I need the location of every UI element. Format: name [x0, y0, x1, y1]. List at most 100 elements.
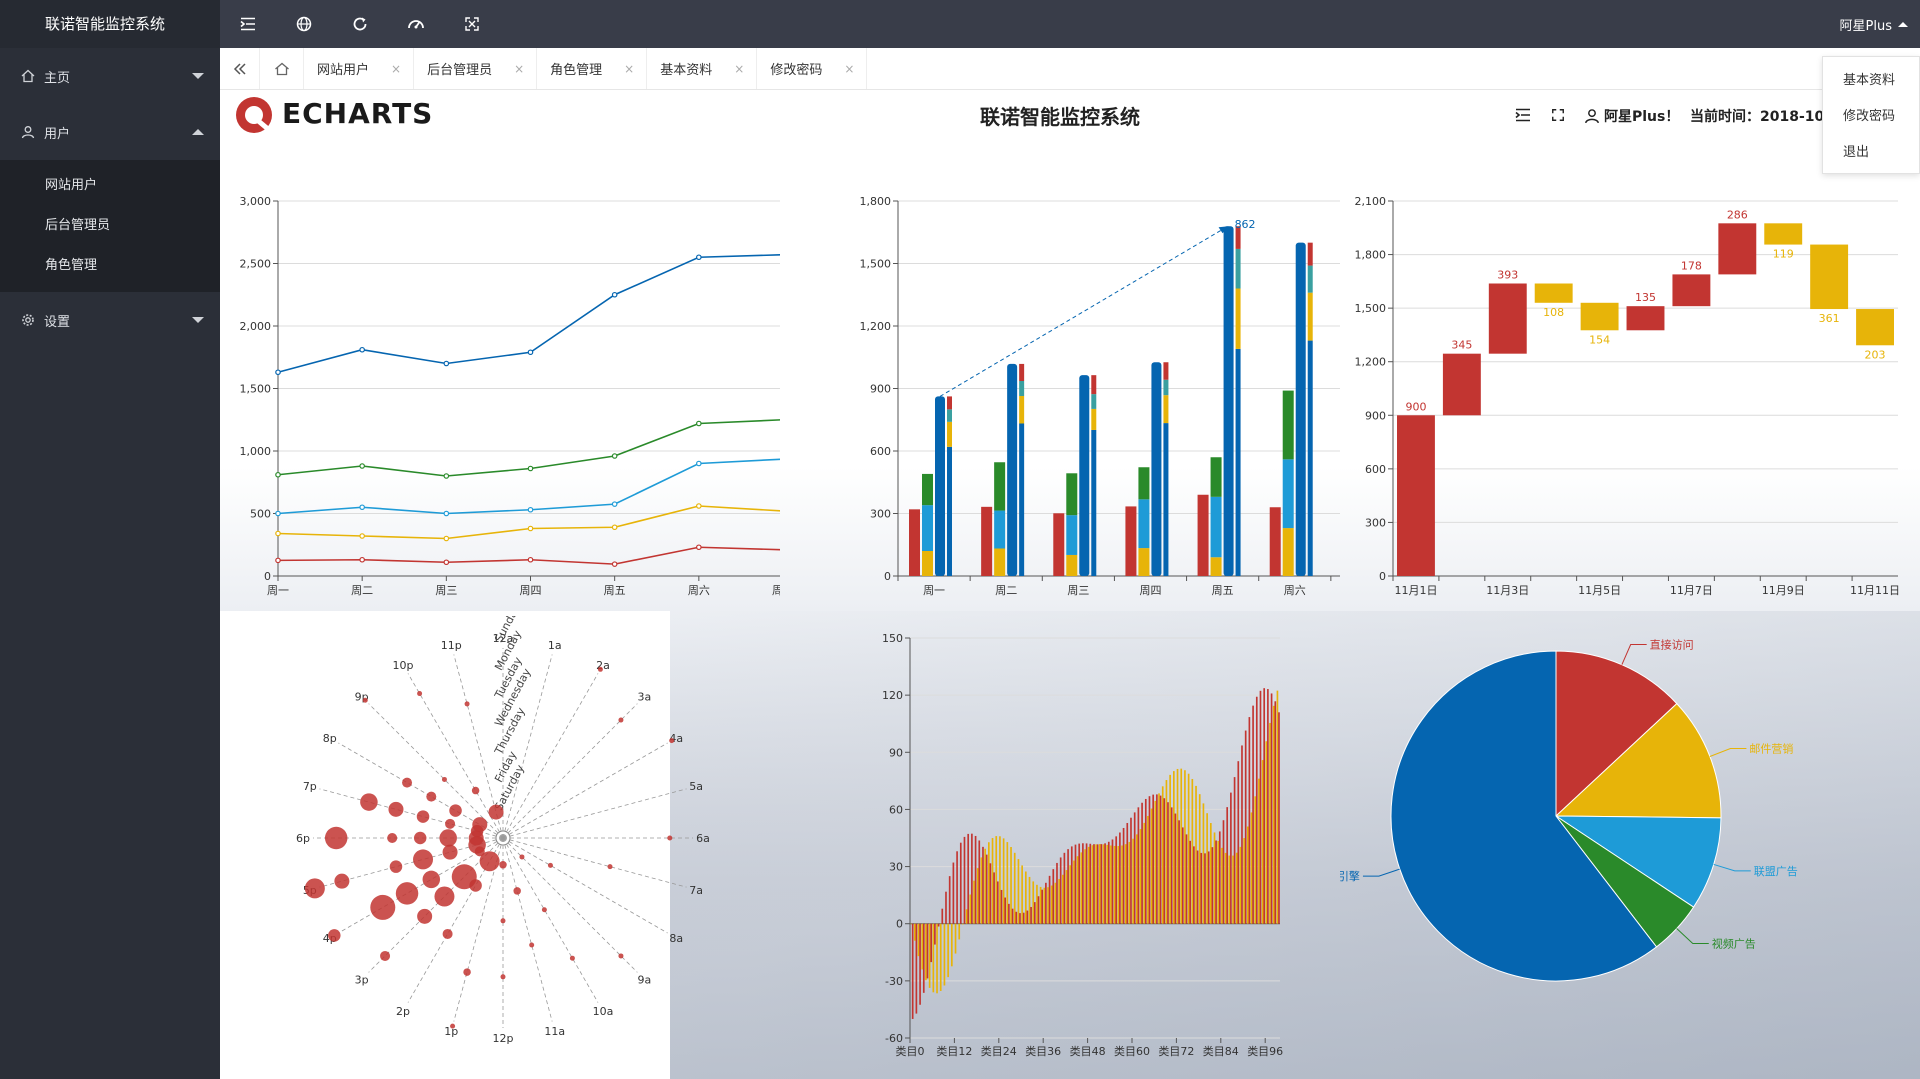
data-label: 178 [1681, 259, 1702, 272]
home-icon [20, 68, 36, 84]
close-icon[interactable]: × [624, 61, 635, 76]
data-point [360, 793, 378, 811]
data-point [547, 862, 553, 868]
close-icon[interactable]: × [844, 61, 855, 76]
bar [1163, 379, 1169, 396]
hour-label: 1p [444, 1025, 458, 1038]
hour-label: 8p [323, 732, 337, 745]
bar [988, 842, 990, 924]
bar [922, 505, 933, 551]
data-point [275, 510, 281, 517]
data-point [597, 666, 603, 672]
stacked-bar-chart: 03006009001,2001,5001,800周一周二周三周四周五周六周日8… [860, 195, 1340, 597]
refresh-icon[interactable] [332, 0, 388, 48]
tabs-scroll-left-button[interactable] [220, 48, 260, 89]
sidebar-subitem-website-users[interactable]: 网站用户 [45, 178, 98, 193]
bar [1235, 348, 1241, 576]
y-tick-label: -30 [885, 975, 903, 988]
data-label: 286 [1727, 208, 1748, 221]
bar [1235, 288, 1241, 349]
y-tick-label: 1,800 [860, 195, 892, 208]
user-menu-logout[interactable]: 退出 [1843, 145, 1870, 160]
bar [1195, 785, 1197, 924]
bar [910, 923, 912, 925]
waterfall-bar [1718, 223, 1757, 275]
bar [1154, 800, 1157, 924]
bar [922, 923, 925, 993]
data-point [426, 791, 437, 802]
x-tick-label: 周三 [435, 584, 457, 597]
header-user[interactable]: 阿星Plus！ [1584, 106, 1679, 126]
y-tick-label: 1,200 [1355, 356, 1387, 369]
fullscreen-icon[interactable] [444, 0, 500, 48]
data-point [324, 826, 348, 850]
y-tick-label: 0 [896, 918, 903, 931]
sidebar-subitem-admins[interactable]: 后台管理员 [45, 218, 111, 233]
x-tick-label: 类目12 [936, 1044, 972, 1058]
slice-label: 直接访问 [1650, 638, 1694, 652]
sidebar-subitem-roles[interactable]: 角色管理 [45, 258, 98, 273]
bar [989, 863, 992, 924]
tab-admins[interactable]: 后台管理员 × [414, 48, 538, 89]
sidebar-submenu-users: 网站用户 后台管理员 角色管理 [0, 160, 220, 292]
bar [1084, 849, 1086, 924]
close-icon[interactable]: × [734, 61, 745, 76]
bar [1163, 423, 1169, 576]
dashboard-icon[interactable] [388, 0, 444, 48]
bar [948, 876, 951, 924]
bar [947, 409, 952, 422]
bar [973, 880, 975, 924]
tab-website-users[interactable]: 网站用户 × [304, 48, 415, 89]
sidebar-item-settings[interactable]: 设置 [0, 292, 220, 348]
slice-label: 视频广告 [1712, 937, 1756, 951]
bar [1274, 701, 1277, 924]
bar [1110, 845, 1112, 924]
bar [1158, 793, 1160, 924]
bar [1163, 362, 1169, 380]
menu-toggle-icon[interactable] [220, 0, 276, 48]
bar [947, 923, 949, 978]
bar [1093, 844, 1095, 924]
user-menu-change-password[interactable]: 修改密码 [1843, 109, 1896, 124]
radial-axis [502, 742, 668, 839]
data-point [402, 777, 413, 788]
tab-profile[interactable]: 基本资料 × [647, 48, 758, 89]
fullscreen-icon[interactable] [1548, 105, 1568, 125]
data-point [569, 955, 575, 961]
bar [1282, 390, 1294, 460]
globe-icon[interactable] [276, 0, 332, 48]
y-tick-label: 900 [870, 383, 891, 396]
data-point [527, 465, 534, 472]
tab-roles[interactable]: 角色管理 × [537, 48, 648, 89]
bar [1043, 887, 1046, 924]
topbar-user-menu[interactable]: 阿星Plus [1840, 15, 1920, 34]
bar [922, 473, 933, 506]
bar [1163, 395, 1169, 424]
data-point [469, 879, 482, 892]
slice-label: 邮件营销 [1749, 742, 1793, 756]
close-icon[interactable]: × [514, 61, 525, 76]
sidebar-item-home[interactable]: 主页 [0, 48, 220, 104]
data-point [443, 535, 450, 542]
bar [1000, 889, 1003, 924]
bar [1211, 847, 1214, 924]
sidebar-item-users[interactable]: 用户 [0, 104, 220, 160]
close-icon[interactable]: × [391, 61, 402, 76]
user-menu-profile[interactable]: 基本资料 [1843, 73, 1896, 88]
bar [1156, 794, 1158, 924]
tab-home[interactable] [260, 48, 304, 89]
chevron-up-icon [192, 129, 204, 135]
hour-label: 12a [493, 632, 514, 645]
data-point [463, 968, 471, 976]
bar [985, 854, 988, 924]
x-tick-label: 类目36 [1025, 1044, 1061, 1058]
data-point [442, 928, 453, 939]
menu-toggle-icon[interactable] [1513, 105, 1533, 125]
data-point [443, 473, 450, 479]
tab-change-password[interactable]: 修改密码 × [757, 48, 868, 89]
bar [1239, 846, 1242, 924]
dual-bar-chart: -60 -30 0 30 60 90 120 150 类目0 类目12 类目24 类目36 类目48 类目… [882, 632, 1283, 1058]
bar [1210, 557, 1222, 576]
bar [1263, 688, 1266, 924]
